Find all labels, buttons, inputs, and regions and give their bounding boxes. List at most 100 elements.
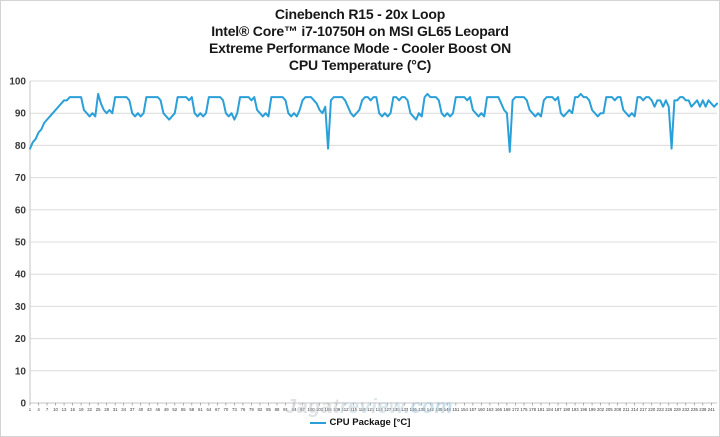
- chart-title-line3: Extreme Performance Mode - Cooler Boost …: [209, 40, 511, 56]
- x-tick-label: 226: [665, 407, 673, 412]
- y-tick-label: 60: [15, 205, 27, 216]
- x-tick-label: 118: [359, 407, 366, 412]
- x-tick-label: 217: [640, 407, 648, 412]
- x-tick-label: 220: [648, 407, 656, 412]
- x-tick-label: 97: [300, 407, 305, 412]
- x-tick-label: 187: [554, 407, 562, 412]
- x-tick-label: 142: [427, 407, 435, 412]
- y-tick-label: 40: [15, 270, 27, 281]
- x-tick-label: 49: [164, 407, 169, 412]
- x-tick-label: 163: [486, 407, 494, 412]
- x-tick-label: 115: [350, 407, 357, 412]
- y-tick-label: 20: [15, 334, 27, 345]
- x-tick-label: 124: [376, 407, 384, 412]
- chart-title-line4: CPU Temperature (°C): [288, 57, 432, 73]
- x-tick-label: 106: [324, 407, 332, 412]
- x-tick-label: 70: [223, 407, 228, 412]
- x-tick-label: 91: [283, 407, 288, 412]
- legend-line-swatch: [309, 421, 326, 424]
- x-tick-label: 19: [79, 407, 84, 412]
- x-tick-label: 223: [657, 407, 665, 412]
- x-tick-label: 154: [461, 407, 469, 412]
- x-tick-label: 157: [469, 407, 477, 412]
- chart-legend: CPU Package [°C]: [1, 417, 719, 428]
- x-tick-label: 151: [452, 407, 460, 412]
- x-tick-label: 238: [699, 407, 707, 412]
- y-tick-label: 50: [15, 238, 27, 249]
- y-tick-label: 0: [20, 399, 26, 410]
- x-tick-label: 139: [418, 407, 426, 412]
- x-tick-label: 235: [691, 407, 699, 412]
- x-tick-label: 136: [410, 407, 418, 412]
- x-tick-label: 148: [444, 407, 452, 412]
- x-tick-label: 178: [529, 407, 537, 412]
- x-tick-label: 37: [130, 407, 135, 412]
- x-tick-label: 175: [520, 407, 528, 412]
- y-tick-label: 10: [15, 366, 27, 377]
- x-tick-label: 34: [121, 407, 126, 412]
- x-tick-label: 10: [53, 407, 58, 412]
- chart-title-line2: Intel® Core™ i7-10750H on MSI GL65 Leopa…: [211, 23, 509, 39]
- x-tick-label: 121: [367, 407, 375, 412]
- x-tick-label: 22: [87, 407, 92, 412]
- x-tick-label: 100: [307, 407, 315, 412]
- x-tick-label: 4: [37, 407, 40, 412]
- y-tick-label: 30: [15, 302, 27, 313]
- y-tick-label: 70: [15, 173, 27, 184]
- x-tick-label: 169: [503, 407, 511, 412]
- x-tick-label: 82: [258, 407, 263, 412]
- y-tick-label: 100: [9, 77, 26, 88]
- x-tick-label: 130: [393, 407, 401, 412]
- x-tick-label: 64: [206, 407, 211, 412]
- x-tick-label: 181: [537, 407, 545, 412]
- x-tick-label: 58: [189, 407, 194, 412]
- x-tick-label: 1: [29, 407, 32, 412]
- x-tick-label: 211: [623, 407, 630, 412]
- x-tick-label: 205: [606, 407, 614, 412]
- x-tick-label: 28: [104, 407, 109, 412]
- x-tick-label: 202: [597, 407, 605, 412]
- x-tick-label: 46: [155, 407, 160, 412]
- y-tick-label: 90: [15, 109, 27, 120]
- x-tick-label: 241: [708, 407, 716, 412]
- x-tick-label: 94: [292, 407, 297, 412]
- chart-title: Cinebench R15 - 20x Loop Intel® Core™ i7…: [1, 6, 719, 74]
- x-tick-label: 43: [147, 407, 152, 412]
- x-tick-label: 127: [384, 407, 392, 412]
- x-tick-label: 73: [232, 407, 237, 412]
- legend-label: CPU Package [°C]: [329, 417, 411, 428]
- chart-title-line1: Cinebench R15 - 20x Loop: [274, 6, 446, 22]
- x-tick-label: 196: [580, 407, 588, 412]
- x-tick-label: 109: [333, 407, 341, 412]
- x-tick-label: 199: [589, 407, 597, 412]
- x-tick-label: 208: [614, 407, 622, 412]
- x-tick-label: 79: [249, 407, 254, 412]
- x-tick-label: 133: [401, 407, 409, 412]
- x-tick-label: 229: [674, 407, 682, 412]
- x-tick-label: 40: [138, 407, 143, 412]
- x-tick-label: 112: [342, 407, 349, 412]
- x-tick-label: 31: [113, 407, 118, 412]
- x-tick-label: 55: [181, 407, 186, 412]
- x-tick-label: 160: [478, 407, 486, 412]
- x-tick-label: 52: [172, 407, 177, 412]
- x-tick-label: 88: [275, 407, 280, 412]
- x-tick-label: 193: [571, 407, 579, 412]
- x-tick-label: 103: [316, 407, 324, 412]
- x-tick-label: 76: [241, 407, 246, 412]
- x-tick-label: 25: [96, 407, 101, 412]
- x-tick-label: 61: [198, 407, 203, 412]
- x-tick-label: 67: [215, 407, 220, 412]
- x-tick-label: 214: [631, 407, 639, 412]
- x-tick-label: 172: [512, 407, 520, 412]
- x-tick-label: 85: [266, 407, 271, 412]
- cpu-package-temperature-line: [29, 92, 718, 153]
- x-tick-label: 145: [435, 407, 443, 412]
- x-tick-label: 16: [70, 407, 75, 412]
- x-tick-label: 184: [546, 407, 554, 412]
- x-tick-label: 232: [682, 407, 690, 412]
- x-tick-label: 166: [495, 407, 503, 412]
- y-tick-label: 80: [15, 141, 27, 152]
